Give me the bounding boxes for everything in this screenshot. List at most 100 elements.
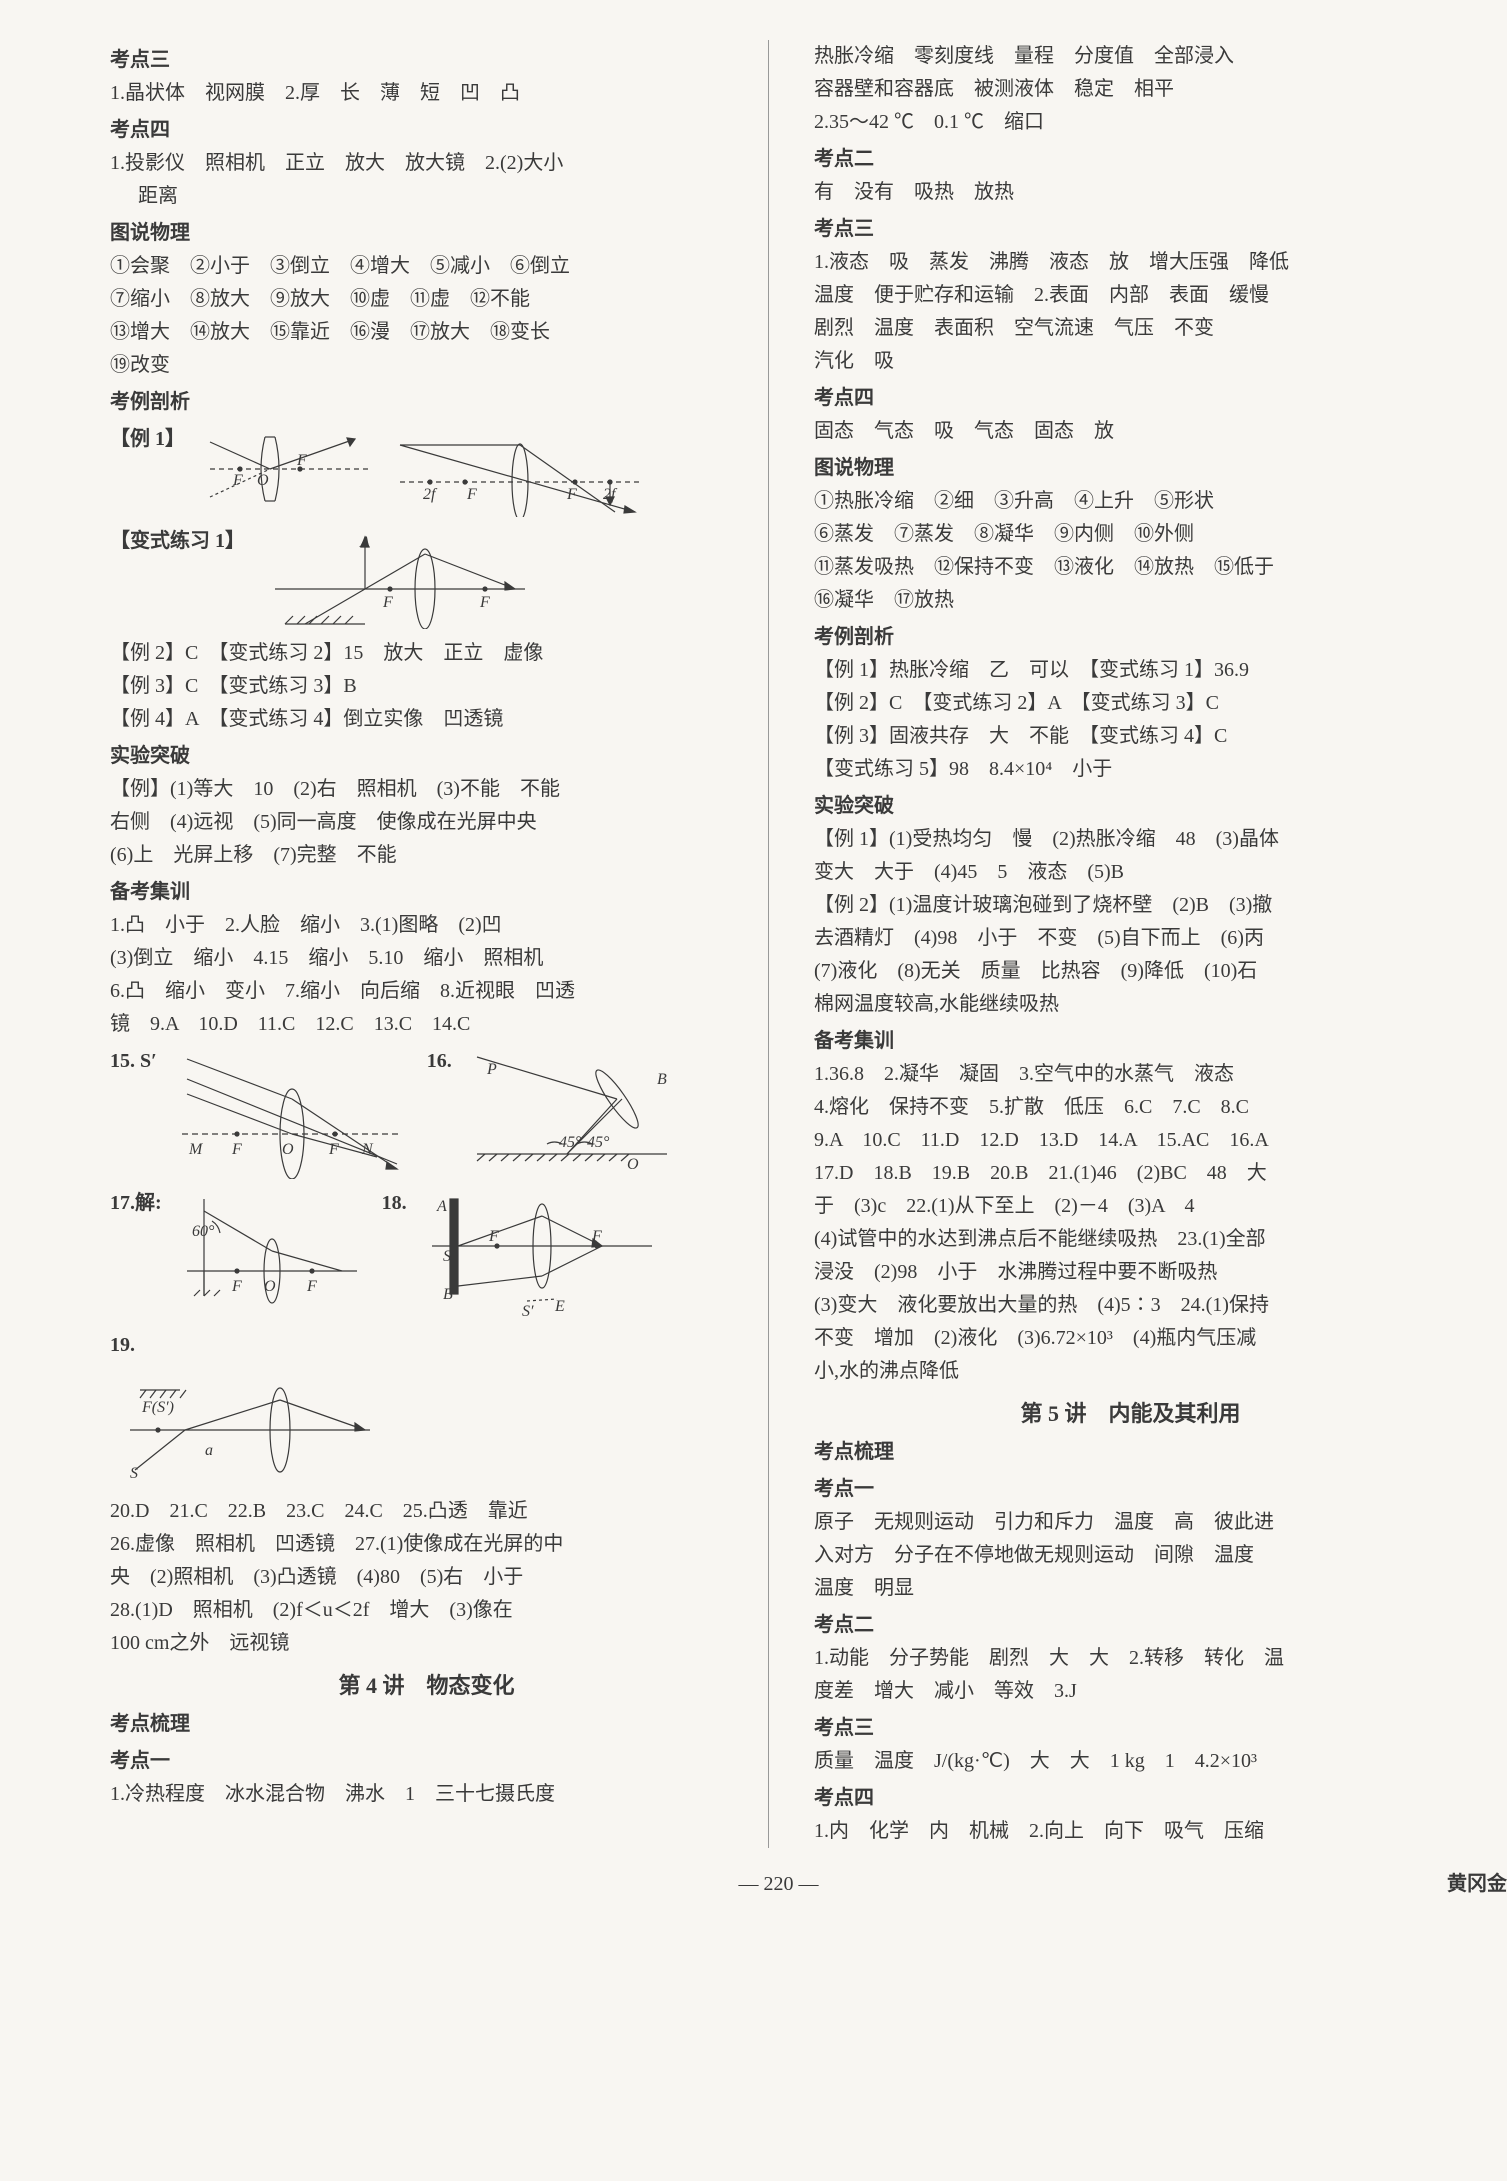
r2-kd3-l1: 质量 温度 J/(kg·℃) 大 大 1 kg 1 4.2×10³ (814, 1745, 1447, 1778)
lecture4-heading: 第 4 讲 物态变化 (110, 1668, 743, 1704)
r-ts-l4: ⑯凝华 ⑰放热 (814, 584, 1447, 617)
q19-diagram: F(S′) Sa (120, 1370, 380, 1480)
beikao-heading: 备考集训 (110, 876, 743, 909)
q18-label: 18. (382, 1187, 407, 1220)
r-l1: 热胀冷缩 零刻度线 量程 分度值 全部浸入 (814, 40, 1447, 73)
svg-text:O: O (264, 1278, 276, 1295)
q15-diagram: MF FN O (177, 1049, 407, 1179)
r2-kd2-l2: 度差 增大 减小 等效 3.J (814, 1675, 1447, 1708)
svg-text:O: O (282, 1141, 294, 1158)
r-kd1-l3: 温度 明显 (814, 1572, 1447, 1605)
page-number: — 220 — (110, 1868, 1447, 1901)
bk-l1: 1.凸 小于 2.人脸 缩小 3.(1)图略 (2)凹 (110, 909, 743, 942)
ex4-line: 【例 4】A 【变式练习 4】倒立实像 凹透镜 (110, 703, 743, 736)
bx1-label: 【变式练习 1】 (110, 525, 245, 558)
q16-label: 16. (427, 1045, 452, 1078)
r-kd1-l1: 原子 无规则运动 引力和斥力 温度 高 彼此进 (814, 1506, 1447, 1539)
bk-l5: 20.D 21.C 22.B 23.C 24.C 25.凸透 靠近 (110, 1495, 743, 1528)
kaoli-heading: 考例剖析 (110, 386, 743, 419)
r-bk-l4: 17.D 18.B 19.B 20.B 21.(1)46 (2)BC 48 大 (814, 1157, 1447, 1190)
svg-text:O: O (627, 1156, 639, 1169)
kd4-line1: 1.投影仪 照相机 正立 放大 放大镜 2.(2)大小 (110, 147, 743, 180)
q17-label: 17.解: (110, 1187, 162, 1220)
svg-text:S′: S′ (522, 1303, 534, 1320)
r-kaoli-heading: 考例剖析 (814, 621, 1447, 654)
sy-l2: 右侧 (4)远视 (5)同一高度 使像成在光屏中央 (110, 806, 743, 839)
r-sy-l6: 棉网温度较高,水能继续吸热 (814, 988, 1447, 1021)
svg-text:A: A (436, 1198, 447, 1215)
r-kd3-l1: 1.液态 吸 蒸发 沸腾 液态 放 增大压强 降低 (814, 246, 1447, 279)
lecture5-heading: 第 5 讲 内能及其利用 (814, 1396, 1447, 1432)
r-bk-l6: (4)试管中的水达到沸点后不能继续吸热 23.(1)全部 (814, 1223, 1447, 1256)
r2-kd4-l1: 1.内 化学 内 机械 2.向上 向下 吸气 压缩 (814, 1815, 1447, 1848)
r-ts-l1: ①热胀冷缩 ②细 ③升高 ④上升 ⑤形状 (814, 485, 1447, 518)
right-column: 热胀冷缩 零刻度线 量程 分度值 全部浸入 容器壁和容器底 被测液体 稳定 相平… (804, 40, 1447, 1848)
svg-text:F(S′): F(S′) (141, 1399, 174, 1416)
svg-text:O: O (257, 472, 269, 489)
r-l3: 2.35～42 ℃ 0.1 ℃ 缩口 (814, 106, 1447, 139)
sy-l1: 【例】(1)等大 10 (2)右 照相机 (3)不能 不能 (110, 773, 743, 806)
r2-kd2-l1: 1.动能 分子势能 剧烈 大 大 2.转移 转化 温 (814, 1642, 1447, 1675)
r-beikao-heading: 备考集训 (814, 1025, 1447, 1058)
svg-text:45°: 45° (587, 1134, 610, 1151)
r-bk-l5: 于 (3)c 22.(1)从下至上 (2)－4 (3)A 4 (814, 1190, 1447, 1223)
r-bk-l1: 1.36.8 2.凝华 凝固 3.空气中的水蒸气 液态 (814, 1058, 1447, 1091)
kd3-heading: 考点三 (110, 44, 743, 77)
variant1-diagram-row: 【变式练习 1】 A FF (110, 525, 743, 633)
q15-label: 15. S′ (110, 1045, 157, 1078)
kd1-heading: 考点一 (110, 1745, 743, 1778)
tushuo-l2: ⑦缩小 ⑧放大 ⑨放大 ⑩虚 ⑪虚 ⑫不能 (110, 283, 743, 316)
r-ts-l2: ⑥蒸发 ⑦蒸发 ⑧凝华 ⑨内侧 ⑩外侧 (814, 518, 1447, 551)
ex3-line: 【例 3】C 【变式练习 3】B (110, 670, 743, 703)
svg-text:F: F (296, 452, 307, 469)
r-bk-l9: 不变 增加 (2)液化 (3)6.72×10³ (4)瓶内气压减 (814, 1322, 1447, 1355)
r-kd2-l1: 有 没有 吸热 放热 (814, 176, 1447, 209)
r-sy-l3: 【例 2】(1)温度计玻璃泡碰到了烧杯壁 (2)B (3)撤 (814, 889, 1447, 922)
svg-text:F: F (328, 1141, 339, 1158)
svg-text:P: P (486, 1061, 497, 1078)
r-sy-l4: 去酒精灯 (4)98 小于 不变 (5)自下而上 (6)丙 (814, 922, 1447, 955)
tushuo-l1: ①会聚 ②小于 ③倒立 ④增大 ⑤减小 ⑥倒立 (110, 250, 743, 283)
svg-text:60°: 60° (192, 1223, 215, 1240)
r-bk-l10: 小,水的沸点降低 (814, 1355, 1447, 1388)
example1-diagrams: 【例 1】 FOF 2fF (110, 423, 743, 521)
r-kd4-l1: 固态 气态 吸 气态 固态 放 (814, 415, 1447, 448)
svg-text:45°: 45° (559, 1134, 582, 1151)
r-bk-l3: 9.A 10.C 11.D 12.D 13.D 14.A 15.AC 16.A (814, 1124, 1447, 1157)
kd4-line2: 距离 (110, 180, 743, 213)
svg-text:M: M (188, 1141, 204, 1158)
r2-kd4-heading: 考点四 (814, 1782, 1447, 1815)
r2-kd3-heading: 考点三 (814, 1712, 1447, 1745)
r-kdsl-heading: 考点梳理 (814, 1436, 1447, 1469)
r-sy-l1: 【例 1】(1)受热均匀 慢 (2)热胀冷缩 48 (3)晶体 (814, 823, 1447, 856)
q16-diagram: P B 45° 45° O (472, 1049, 672, 1169)
left-column: 考点三 1.晶状体 视网膜 2.厚 长 薄 短 凹 凸 考点四 1.投影仪 照相… (110, 40, 769, 1848)
r-sy-l5: (7)液化 (8)无关 质量 比热容 (9)降低 (10)石 (814, 955, 1447, 988)
svg-text:B: B (657, 1071, 667, 1088)
svg-text:F: F (306, 1278, 317, 1295)
r-bk-l8: (3)变大 液化要放出大量的热 (4)5∶3 24.(1)保持 (814, 1289, 1447, 1322)
svg-text:E: E (554, 1298, 565, 1315)
r-kl-l1: 【例 1】热胀冷缩 乙 可以 【变式练习 1】36.9 (814, 654, 1447, 687)
r-kl-l3: 【例 3】固液共存 大 不能 【变式练习 4】C (814, 720, 1447, 753)
footer-title: 黄冈金牌之路——中考精英总复习·物理 (1447, 1868, 1507, 1901)
r-kd3-l2: 温度 便于贮存和运输 2.表面 内部 表面 缓慢 (814, 279, 1447, 312)
lens-diagram-1a: FOF (205, 427, 375, 512)
r2-kd2-heading: 考点二 (814, 1609, 1447, 1642)
r-kd3-l4: 汽化 吸 (814, 345, 1447, 378)
svg-text:F: F (232, 472, 243, 489)
svg-text:a: a (205, 1442, 213, 1459)
kd3-line1: 1.晶状体 视网膜 2.厚 长 薄 短 凹 凸 (110, 77, 743, 110)
page-footer: — 220 — 黄冈金牌之路——中考精英总复习·物理 (110, 1868, 1447, 1901)
svg-text:F: F (591, 1228, 602, 1245)
bk-l6: 26.虚像 照相机 凹透镜 27.(1)使像成在光屏的中 (110, 1528, 743, 1561)
svg-text:F: F (566, 486, 577, 503)
svg-text:F: F (231, 1278, 242, 1295)
bk-l7: 央 (2)照相机 (3)凸透镜 (4)80 (5)右 小于 (110, 1561, 743, 1594)
r-kd2-heading: 考点二 (814, 143, 1447, 176)
kd1-l1: 1.冷热程度 冰水混合物 沸水 1 三十七摄氏度 (110, 1778, 743, 1811)
svg-text:F: F (479, 594, 490, 611)
svg-text:B: B (443, 1286, 453, 1303)
q15-q16-row: 15. S′ MF FN O 16. (110, 1045, 743, 1183)
r-ts-l3: ⑪蒸发吸热 ⑫保持不变 ⑬液化 ⑭放热 ⑮低于 (814, 551, 1447, 584)
